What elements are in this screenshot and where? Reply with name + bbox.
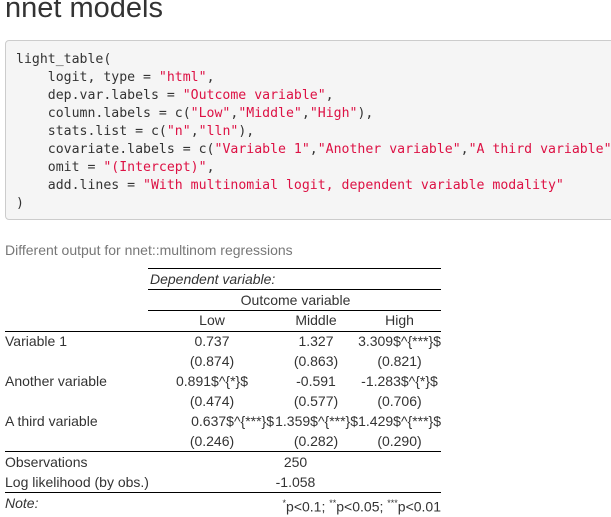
significance-stars: * [282,498,287,508]
significance-note: *p<0.1; **p<0.05; ***p<0.01 [283,493,441,517]
coef-cell: 0.637$^{***}$ [191,413,274,429]
coef-cell: 0.737 [194,333,230,349]
significance-threshold: p<0.01 [397,498,441,515]
coef-cell: 0.891$^{*}$ [176,373,248,389]
table-top-rule [148,268,441,269]
column-header-low: Low [199,312,225,328]
code-string: "Another variable" [317,142,461,157]
code-token: dep.var.labels = [16,88,183,103]
se-cell: (0.290) [377,433,422,449]
coef-cell: 1.359$^{***}$ [275,413,358,429]
stats-bottom-rule [5,492,441,493]
code-token: , [301,106,310,121]
code-token: stats.list = c( [16,124,167,139]
code-string: "A third variable" [468,142,611,157]
dep-var-label: Outcome variable [240,292,351,308]
code-token: covariate.labels = c( [16,142,215,157]
code-token: , [230,106,239,121]
stat-label: Observations [5,454,88,470]
code-string: "Outcome variable" [182,88,326,103]
code-token: , [190,124,199,139]
header-bottom-rule [5,331,441,332]
coef-cell: 1.429$^{***}$ [358,413,441,429]
dep-var-label-rule [148,310,441,311]
se-cell: (0.246) [189,433,235,449]
code-text: light_table( logit, type = "html", dep.v… [16,51,611,213]
significance-stars: *** [387,498,398,508]
code-token: logit, type = [16,70,159,85]
se-cell: (0.821) [377,353,422,369]
se-cell: (0.863) [293,353,339,369]
se-cell: (0.706) [377,393,422,409]
code-string: "Variable 1" [214,142,310,157]
coef-cell: 1.327 [298,333,334,349]
page-title: nnet models [5,0,163,24]
code-token: , [460,142,469,157]
significance-stars: ** [329,498,337,508]
coef-cell: 3.309$^{***}$ [358,333,441,349]
stats-top-rule [5,451,441,452]
code-string: "Middle" [238,106,302,121]
code-string: "High" [309,106,358,121]
stat-value: 250 [283,454,308,470]
row-label: Variable 1 [5,333,68,349]
se-cell: (0.282) [293,433,339,449]
row-label: A third variable [5,413,98,429]
stat-label: Log likelihood (by obs.) [5,474,149,490]
coef-cell: -0.591 [296,373,336,389]
significance-threshold: p<0.1; [286,498,330,515]
stat-value: -1.058 [275,474,316,490]
code-string: "With multinomial logit, dependent varia… [143,178,564,193]
code-block: light_table( logit, type = "html", dep.v… [5,40,611,220]
code-token: ) [16,196,24,211]
se-cell: (0.577) [293,393,339,409]
code-token: column.labels = c( [16,106,191,121]
code-string: "n" [166,124,191,139]
dep-var-header: Dependent variable: [150,271,276,287]
code-token: ), [357,106,374,121]
note-label: Note: [5,495,39,511]
se-cell: (0.474) [189,393,235,409]
dep-var-header-rule [148,289,441,290]
code-string: "(Intercept)" [103,160,207,175]
code-token: ), [238,124,255,139]
code-token: , [206,70,215,85]
code-token: omit = [16,160,104,175]
code-token: , [206,160,215,175]
table-caption: Different output for nnet::multinom regr… [5,242,293,258]
se-cell: (0.874) [189,353,235,369]
code-string: "html" [158,70,207,85]
code-token: light_table( [16,52,112,67]
code-string: "lln" [198,124,239,139]
row-label: Another variable [5,373,107,389]
coef-cell: -1.283$^{*}$ [361,373,438,389]
column-header-high: High [385,312,414,328]
code-token: , [309,142,318,157]
code-token: add.lines = [16,178,144,193]
column-header-middle: Middle [295,312,337,328]
code-string: "Low" [190,106,231,121]
code-token: , [325,88,334,103]
significance-threshold: p<0.05; [336,498,388,515]
